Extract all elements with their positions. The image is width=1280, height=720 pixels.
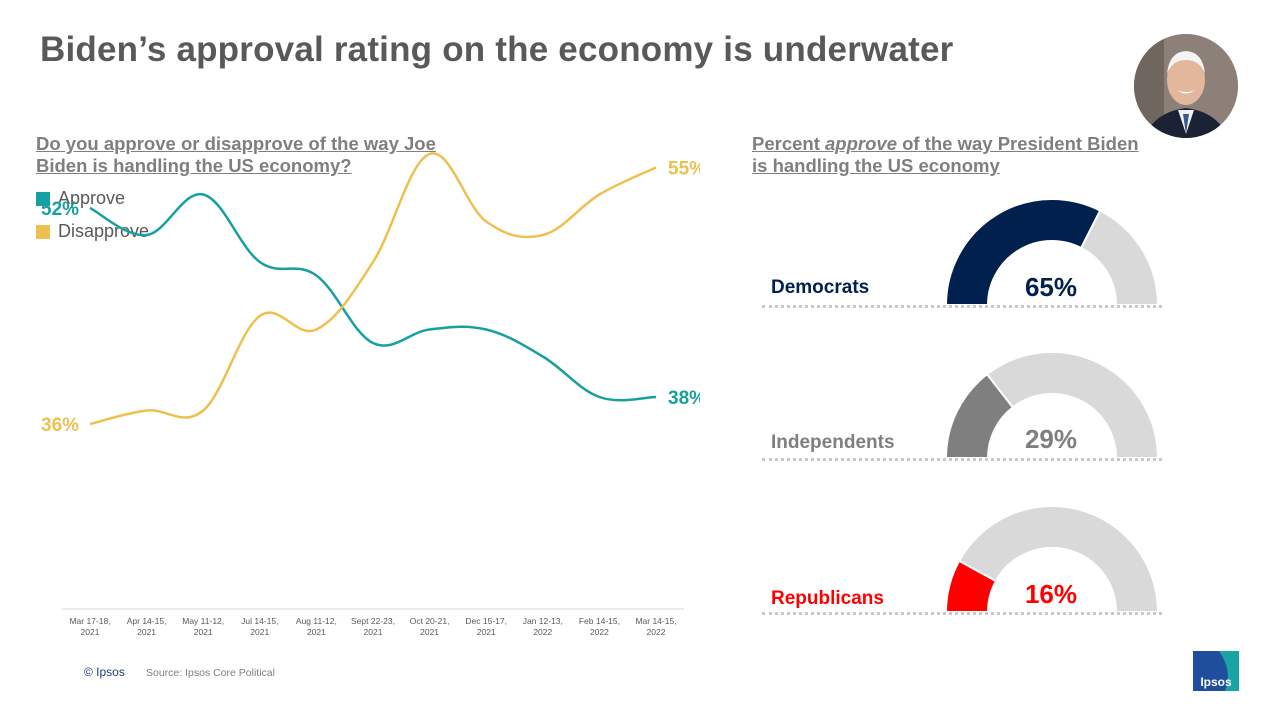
x-tick-label: Aug 11-12, 2021 [296,616,337,637]
right-chart-question: Percent approve of the way President Bid… [752,133,1152,177]
republicans-gauge-value-arc [944,559,998,613]
x-tick-label: Oct 20-21, 2021 [410,616,450,637]
independents-gauge-value-arc [944,372,1015,459]
x-tick-label: May 11-12, 2021 [182,616,224,637]
x-tick-label: Jul 14-15, 2021 [241,616,278,637]
ipsos-logo-text: Ipsos [1200,675,1232,689]
disapprove-start-label: 36% [41,415,79,436]
right-question-post: of the way President Biden is handling t… [752,133,1139,176]
legend-approve-label: Approve [58,188,126,208]
page-title: Biden’s approval rating on the economy i… [40,30,954,69]
approve-end-label: 38% [668,388,700,409]
divider-independents [762,458,1162,461]
portrait-image [1134,34,1238,138]
disapprove-end-label: 55% [668,159,700,180]
gauge-value-republicans: 16% [1024,579,1078,609]
x-tick-label: Dec 15-17, 2021 [465,616,507,637]
approval-line-chart: 52% 38% 36% 55% Mar 17-18,2021 Apr 14-15,2021… [41,152,700,637]
footer-copyright: © Ipsos [84,665,125,679]
right-question-emphasis: approve [825,133,897,154]
gauge-label-republicans: Republicans [771,588,884,609]
divider-republicans [762,612,1162,615]
x-tick-label: Mar 17-18, 2021 [69,616,110,637]
divider-democrats [762,305,1162,308]
biden-portrait [1134,34,1238,138]
legend-disapprove-label: Disapprove [58,221,150,241]
x-tick-label: Sept 22-23, 2021 [351,616,395,637]
right-question-pre: Percent [752,133,826,154]
approve-series-line [89,193,657,402]
x-tick-label: Feb 14-15, 2022 [579,616,620,637]
gauge-value-independents: 29% [1024,424,1078,454]
footer-source: Source: Ipsos Core Political [146,667,275,679]
independents-gauge-remainder [985,351,1160,459]
legend-disapprove-swatch [36,224,50,239]
x-tick-label: Jan 12-13, 2022 [523,616,563,637]
democrats-gauge-remainder [1079,209,1160,306]
x-tick-label: Apr 14-15, 2021 [127,616,167,637]
ipsos-logo: Ipsos [1193,651,1239,691]
left-chart-question: Do you approve or disapprove of the way … [36,133,436,176]
x-tick-label: Mar 14-15, 2022 [635,616,676,637]
democrats-gauge-value-arc [944,198,1102,306]
approve-start-label: 52% [41,199,79,220]
gauge-label-democrats: Democrats [771,277,870,298]
gauge-value-democrats: 65% [1024,272,1078,302]
ipsos-logo-mark [1193,651,1239,691]
legend-approve: Approve [36,188,125,209]
gauge-label-independents: Independents [771,432,895,453]
republicans-gauge-remainder [957,505,1160,613]
legend-disapprove: Disapprove [36,221,149,242]
legend-approve-swatch [36,191,50,206]
